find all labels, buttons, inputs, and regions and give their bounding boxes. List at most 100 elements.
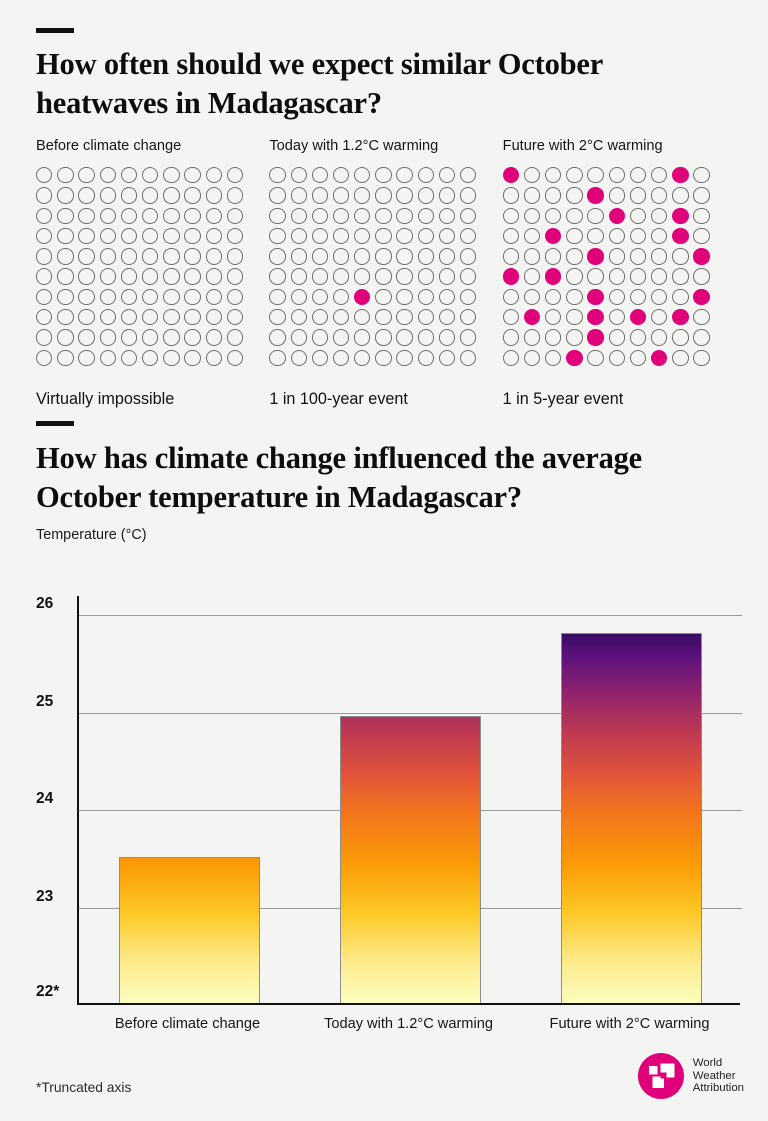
dot-empty <box>417 167 435 184</box>
dot-empty <box>396 207 413 224</box>
dot-empty <box>205 167 222 184</box>
dot-empty <box>78 268 95 285</box>
dot-empty <box>78 349 95 367</box>
dot-empty <box>332 167 350 184</box>
dot-empty <box>608 329 625 346</box>
dot-empty <box>99 187 116 204</box>
section-frequency-title: How often should we expect similar Octob… <box>36 47 603 120</box>
dot-empty <box>460 167 477 184</box>
dot-empty <box>566 207 583 224</box>
dot-empty <box>332 207 350 224</box>
dot-filled <box>672 207 689 224</box>
dot-empty <box>693 329 710 346</box>
dot-empty <box>99 207 116 224</box>
bar <box>119 856 260 1003</box>
dot-empty <box>354 309 371 326</box>
dot-empty <box>78 187 95 204</box>
dot-empty <box>311 248 329 265</box>
dot-empty <box>460 268 477 285</box>
dot-empty <box>672 329 689 346</box>
dot-empty <box>226 167 244 184</box>
dot-filled <box>545 268 562 285</box>
dot-empty <box>290 288 307 306</box>
dot-empty <box>354 248 371 265</box>
dot-empty <box>205 268 222 285</box>
dot-empty <box>460 309 477 326</box>
dot-empty <box>99 248 116 265</box>
dot-empty <box>502 187 520 204</box>
dot-empty <box>523 248 541 265</box>
dot-empty <box>163 329 180 346</box>
dot-empty <box>693 349 710 367</box>
dot-empty <box>290 329 307 346</box>
dot-empty <box>120 207 138 224</box>
dot-empty <box>332 349 350 367</box>
dot-empty <box>608 268 625 285</box>
dot-empty <box>290 349 307 367</box>
dot-empty <box>417 248 435 265</box>
dot-empty <box>672 349 689 367</box>
dot-empty <box>693 167 710 184</box>
dot-empty <box>311 227 329 245</box>
dot-empty <box>650 288 668 306</box>
dot-filled <box>502 268 520 285</box>
dot-empty <box>36 329 53 346</box>
dot-empty <box>523 207 541 224</box>
dot-empty <box>672 187 689 204</box>
dot-empty <box>375 309 392 326</box>
dot-empty <box>438 207 456 224</box>
y-axis-tick-label: 26 <box>36 595 54 613</box>
dot-empty <box>417 309 435 326</box>
dot-empty <box>99 268 116 285</box>
dot-empty <box>78 248 95 265</box>
truncated-axis-footnote: *Truncated axis <box>36 1080 132 1095</box>
dot-empty <box>141 248 159 265</box>
dot-empty <box>226 288 244 306</box>
panel-today-1p2c: Today with 1.2°C warming 1 in 100-year e… <box>269 137 502 409</box>
dot-filled <box>566 349 583 367</box>
dot-empty <box>36 227 53 245</box>
dot-empty <box>587 207 604 224</box>
dot-empty <box>36 207 53 224</box>
dot-filled <box>587 288 604 306</box>
dot-empty <box>587 268 604 285</box>
dot-empty <box>332 248 350 265</box>
dot-empty <box>396 167 413 184</box>
dot-empty <box>163 187 180 204</box>
dot-empty <box>290 268 307 285</box>
dot-empty <box>99 349 116 367</box>
dot-empty <box>438 167 456 184</box>
dot-empty <box>629 227 647 245</box>
dot-empty <box>438 349 456 367</box>
dot-empty <box>629 329 647 346</box>
dot-empty <box>566 227 583 245</box>
dot-empty <box>269 309 286 326</box>
dot-empty <box>545 288 562 306</box>
dot-empty <box>205 227 222 245</box>
dot-empty <box>460 329 477 346</box>
dot-empty <box>566 288 583 306</box>
dot-empty <box>693 309 710 326</box>
dot-empty <box>460 248 477 265</box>
dot-empty <box>438 227 456 245</box>
panel-footer: 1 in 5-year event <box>502 389 624 408</box>
dot-empty <box>141 167 159 184</box>
panel-footer: Virtually impossible <box>36 389 175 408</box>
dot-empty <box>566 309 583 326</box>
dot-empty <box>332 329 350 346</box>
dot-filled <box>502 167 520 184</box>
dot-empty <box>396 187 413 204</box>
dot-empty <box>545 329 562 346</box>
dot-filled <box>672 309 689 326</box>
dot-empty <box>141 349 159 367</box>
dot-empty <box>438 329 456 346</box>
dot-empty <box>163 227 180 245</box>
panel-caption: Future with 2°C warming <box>502 138 663 154</box>
dot-empty <box>396 329 413 346</box>
dot-empty <box>36 288 53 306</box>
dot-empty <box>608 248 625 265</box>
dot-empty <box>163 248 180 265</box>
dot-empty <box>545 167 562 184</box>
dot-empty <box>120 248 138 265</box>
panel-caption: Before climate change <box>36 138 182 154</box>
